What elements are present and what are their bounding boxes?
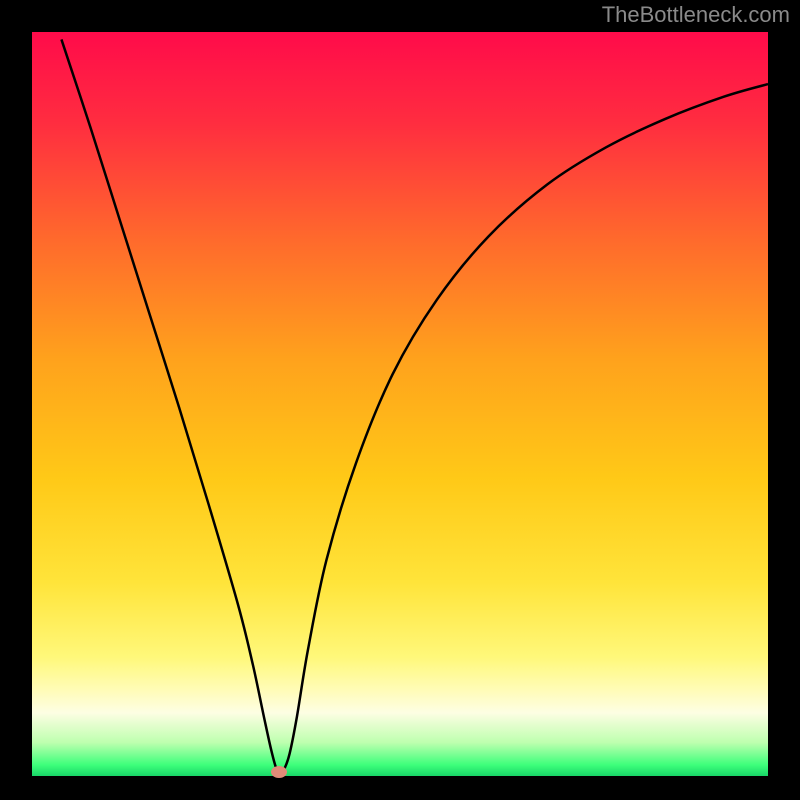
watermark-label: TheBottleneck.com <box>602 2 790 28</box>
minimum-marker <box>271 766 287 778</box>
chart-frame: TheBottleneck.com <box>0 0 800 800</box>
bottleneck-curve <box>32 32 768 776</box>
plot-area <box>32 32 768 776</box>
